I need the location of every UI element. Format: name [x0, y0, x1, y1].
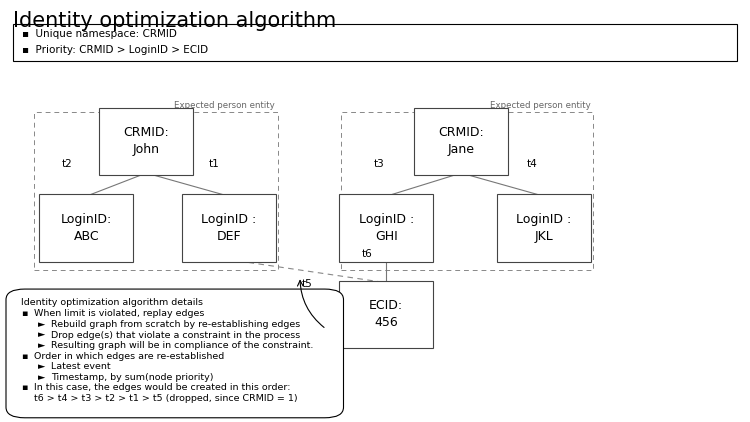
FancyBboxPatch shape — [40, 194, 134, 262]
Text: ▪: ▪ — [21, 383, 28, 392]
Text: ►: ► — [38, 320, 45, 329]
Text: ▪  Priority: CRMID > LoginID > ECID: ▪ Priority: CRMID > LoginID > ECID — [22, 45, 209, 55]
Text: Timestamp, by sum(node priority): Timestamp, by sum(node priority) — [51, 373, 214, 382]
FancyBboxPatch shape — [6, 289, 344, 418]
FancyBboxPatch shape — [414, 108, 509, 175]
Text: Expected person entity: Expected person entity — [490, 101, 590, 110]
FancyBboxPatch shape — [496, 194, 591, 262]
Text: ►: ► — [38, 362, 45, 371]
Text: Resulting graph will be in compliance of the constraint.: Resulting graph will be in compliance of… — [51, 341, 314, 350]
Text: ▪  Unique namespace: CRMID: ▪ Unique namespace: CRMID — [22, 29, 177, 39]
FancyBboxPatch shape — [182, 194, 276, 262]
Text: LoginID :
DEF: LoginID : DEF — [201, 213, 256, 243]
Text: Rebuild graph from scratch by re-establishing edges: Rebuild graph from scratch by re-establi… — [51, 320, 300, 329]
Text: ECID:
456: ECID: 456 — [369, 299, 404, 330]
Text: Drop edge(s) that violate a constraint in the process: Drop edge(s) that violate a constraint i… — [51, 330, 300, 340]
Text: ►: ► — [38, 373, 45, 382]
Text: LoginID :
GHI: LoginID : GHI — [358, 213, 414, 243]
Text: CRMID:
Jane: CRMID: Jane — [438, 126, 485, 157]
Text: LoginID:
ABC: LoginID: ABC — [61, 213, 112, 243]
Text: LoginID :
JKL: LoginID : JKL — [516, 213, 572, 243]
Text: ▪: ▪ — [21, 352, 28, 361]
Text: t6 > t4 > t3 > t2 > t1 > t5 (dropped, since CRMID = 1): t6 > t4 > t3 > t2 > t1 > t5 (dropped, si… — [34, 394, 298, 403]
FancyBboxPatch shape — [99, 108, 194, 175]
Text: Expected person entity: Expected person entity — [175, 101, 275, 110]
Text: ▪: ▪ — [21, 309, 28, 319]
Text: t6: t6 — [362, 249, 373, 259]
Text: t5: t5 — [302, 279, 313, 289]
FancyBboxPatch shape — [339, 281, 433, 348]
FancyBboxPatch shape — [339, 194, 433, 262]
Text: Order in which edges are re-established: Order in which edges are re-established — [34, 352, 225, 361]
Text: ►: ► — [38, 330, 45, 340]
Text: When limit is violated, replay edges: When limit is violated, replay edges — [34, 309, 205, 319]
Text: Identity optimization algorithm details: Identity optimization algorithm details — [21, 298, 203, 307]
Text: t1: t1 — [209, 159, 219, 168]
Text: t3: t3 — [374, 159, 384, 168]
Text: ►: ► — [38, 341, 45, 350]
Text: Latest event: Latest event — [51, 362, 111, 371]
FancyBboxPatch shape — [13, 24, 737, 61]
Text: t4: t4 — [527, 159, 538, 168]
Text: In this case, the edges would be created in this order:: In this case, the edges would be created… — [34, 383, 291, 392]
Text: Identity optimization algorithm: Identity optimization algorithm — [13, 11, 337, 30]
Text: CRMID:
John: CRMID: John — [123, 126, 170, 157]
Text: t2: t2 — [62, 159, 73, 168]
